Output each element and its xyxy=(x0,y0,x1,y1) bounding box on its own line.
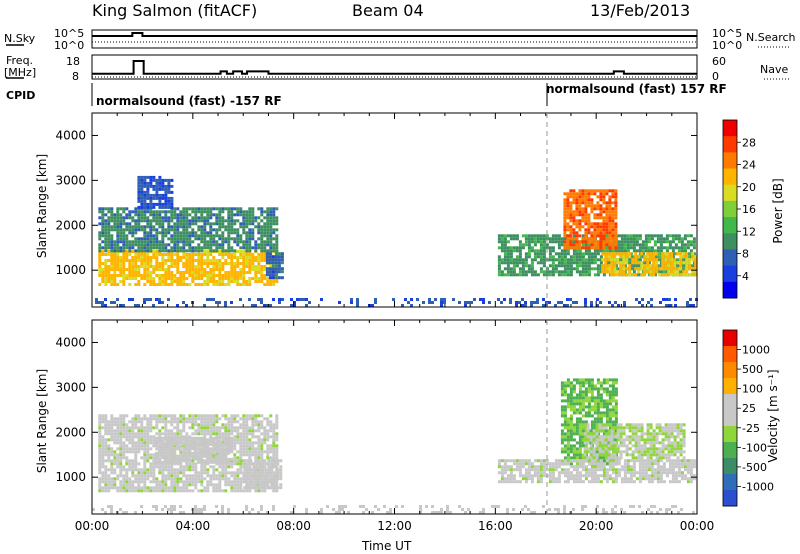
xtick-label: 16:00 xyxy=(478,519,513,533)
xtick-label: 12:00 xyxy=(377,519,412,533)
power-region xyxy=(98,207,279,253)
velocity-colorbar-label: 1000 xyxy=(742,344,770,357)
xtick-label: 00:00 xyxy=(75,519,110,533)
beam-title: Beam 04 xyxy=(352,1,424,20)
velocity-colorbar-label: 100 xyxy=(742,383,763,396)
velocity-colorbar-frame xyxy=(722,329,738,507)
nsky-label: N.Sky xyxy=(4,32,36,45)
nsearch-label: N.Search xyxy=(746,31,796,44)
velocity-colorbar-swatch xyxy=(723,490,737,507)
power-colorbar-label: 20 xyxy=(742,181,756,194)
velocity-colorbar-label: 500 xyxy=(742,363,763,376)
freq-label-2: [MHz] xyxy=(4,66,37,79)
power-ytick-label: 1000 xyxy=(55,263,86,277)
nave-tick-low: 0 xyxy=(712,70,719,83)
power-colorbar-label: 12 xyxy=(742,225,756,238)
power-ytick-label: 4000 xyxy=(55,128,86,142)
freq-tick-high: 18 xyxy=(66,55,80,68)
nsearch-tick-high: 10^5 xyxy=(712,27,743,40)
power-region xyxy=(563,189,618,250)
xtick-label: 20:00 xyxy=(579,519,614,533)
power-colorbar-swatch xyxy=(723,233,737,250)
velocity-colorbar-swatch xyxy=(723,362,737,379)
freq-label-1: Freq. xyxy=(6,54,34,67)
power-colorbar-swatch xyxy=(723,136,737,153)
radar-title: King Salmon (fitACF) xyxy=(92,1,258,20)
velocity-colorbar-label: -100 xyxy=(742,441,767,454)
freq-panel-frame xyxy=(91,54,698,80)
velocity-region xyxy=(583,423,686,460)
power-colorbar-swatch xyxy=(723,281,737,299)
velocity-colorbar-swatch xyxy=(723,378,737,395)
cpid-label: CPID xyxy=(6,89,36,102)
power-colorbar-label: 24 xyxy=(742,159,756,172)
power-colorbar-label: 8 xyxy=(742,248,749,261)
power-region xyxy=(601,252,698,277)
velocity-colorbar-label: -25 xyxy=(742,422,760,435)
velocity-colorbar-swatch xyxy=(723,474,737,491)
velocity-colorbar-label: 25 xyxy=(742,402,756,415)
velocity-ytick-label: 2000 xyxy=(55,425,86,439)
power-ytick-label: 2000 xyxy=(55,218,86,232)
nsky-tick-high: 10^5 xyxy=(54,27,85,40)
power-colorbar-swatch xyxy=(723,200,737,218)
nave-tick-high: 60 xyxy=(712,55,726,68)
nsearch-tick-low: 10^0 xyxy=(712,39,743,52)
power-colorbar-swatch xyxy=(723,217,737,234)
xtick-label: 08:00 xyxy=(276,519,311,533)
xtick-label: 04:00 xyxy=(176,519,211,533)
nsky-tick-low: 10^0 xyxy=(54,39,85,52)
power-panel xyxy=(95,175,698,307)
power-colorbar-swatch xyxy=(723,184,737,202)
velocity-colorbar-swatch xyxy=(723,458,737,475)
freq-tick-low: 8 xyxy=(72,70,79,83)
velocity-region xyxy=(92,505,695,514)
power-region xyxy=(137,175,174,209)
velocity-region xyxy=(497,459,696,484)
cpid-text-2: normalsound (fast) 157 RF xyxy=(546,82,727,96)
power-region xyxy=(95,298,698,307)
nave-label: Nave xyxy=(760,63,789,76)
velocity-colorbar-swatch xyxy=(723,426,737,443)
freq-line xyxy=(92,60,697,75)
velocity-region xyxy=(243,459,283,490)
velocity-colorbar-swatch xyxy=(723,442,737,459)
power-colorbar-swatch xyxy=(723,265,737,283)
date-title: 13/Feb/2013 xyxy=(590,1,691,20)
power-colorbar-label: 16 xyxy=(742,203,756,216)
velocity-colorbar-swatch xyxy=(723,394,737,411)
velocity-colorbar-swatch xyxy=(723,346,737,363)
power-colorbar-swatch xyxy=(723,249,737,267)
power-colorbar-swatch xyxy=(723,120,737,137)
power-colorbar-swatch xyxy=(723,152,737,170)
power-colorbar-label: 28 xyxy=(742,136,756,149)
power-region xyxy=(265,252,284,280)
velocity-ytick-label: 1000 xyxy=(55,470,86,484)
xaxis-label: Time UT xyxy=(362,539,412,553)
velocity-panel xyxy=(92,378,696,514)
power-colorbar-swatch xyxy=(723,168,737,186)
xtick-label: 00:00 xyxy=(680,519,715,533)
velocity-colorbar-swatch xyxy=(723,410,737,427)
velocity-region xyxy=(155,436,233,464)
power-ytick-label: 3000 xyxy=(55,173,86,187)
velocity-colorbar-label: -1000 xyxy=(742,480,774,493)
velocity-colorbar-swatch xyxy=(723,330,737,347)
velocity-colorbar-label: -500 xyxy=(742,461,767,474)
velocity-ytick-label: 4000 xyxy=(55,335,86,349)
nsky-line xyxy=(92,32,697,37)
velocity-ytick-label: 3000 xyxy=(55,380,86,394)
power-colorbar-label: 4 xyxy=(742,270,749,283)
cpid-text-1: normalsound (fast) -157 RF xyxy=(96,94,282,108)
power-region xyxy=(98,250,279,286)
nsky-panel-frame xyxy=(91,29,698,49)
